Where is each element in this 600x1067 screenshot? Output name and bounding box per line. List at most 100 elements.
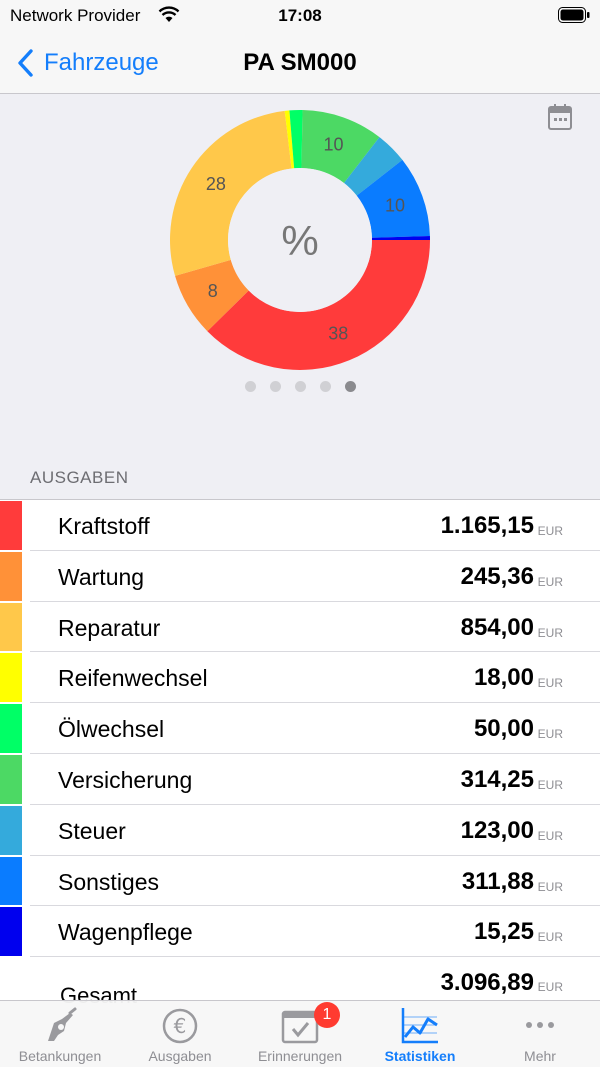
category-label: Wartung xyxy=(58,563,145,590)
currency-unit: EUR xyxy=(537,676,563,691)
row-divider xyxy=(30,854,600,856)
currency-unit: EUR xyxy=(537,727,563,742)
tab-label: Ausgaben xyxy=(148,1048,212,1064)
currency-unit: EUR xyxy=(537,879,563,894)
status-bar: Network Provider 17:08 xyxy=(0,0,600,34)
back-button[interactable]: Fahrzeuge xyxy=(16,46,159,80)
category-amount: 245,36 xyxy=(460,562,534,590)
category-amount: 15,25 xyxy=(473,918,534,946)
slice-label: 28 xyxy=(206,174,226,194)
tab-mehr[interactable]: Mehr xyxy=(480,1001,600,1067)
euro-coin-icon: € xyxy=(162,1008,198,1044)
clock: 17:08 xyxy=(278,6,322,25)
chart-area: 38 8 28 10 10% xyxy=(0,95,600,455)
total-amount: 3.096,89 xyxy=(440,969,534,996)
currency-unit: EUR xyxy=(537,524,563,538)
row-divider xyxy=(30,651,600,653)
page-dot[interactable] xyxy=(294,381,306,392)
tab-bar: Betankungen € Ausgaben 1 Erinnerungen St… xyxy=(0,1000,600,1067)
currency-unit: EUR xyxy=(537,777,563,792)
tab-label: Statistiken xyxy=(384,1048,456,1064)
currency-unit: EUR xyxy=(537,574,563,589)
page-indicator[interactable] xyxy=(0,381,600,392)
category-color-swatch xyxy=(0,653,22,703)
expense-list: Kraftstoff 1.165,15 EUR Wartung 245,36 EUR Rep… xyxy=(0,499,600,958)
section-header: AUSGABEN xyxy=(30,468,129,487)
category-color-swatch xyxy=(0,551,22,601)
page-dot[interactable] xyxy=(344,381,356,392)
slice-label: 10 xyxy=(324,135,344,155)
donut-slice[interactable] xyxy=(175,259,249,332)
tab-betankungen[interactable]: Betankungen xyxy=(0,1001,120,1067)
row-divider xyxy=(30,956,600,958)
donut-slice[interactable] xyxy=(289,110,303,169)
donut-slice[interactable] xyxy=(207,240,430,370)
battery-icon xyxy=(558,7,590,23)
slice-label: 10 xyxy=(385,196,405,216)
expense-donut-chart[interactable]: 38 8 28 10 10% xyxy=(165,105,435,375)
tab-statistiken[interactable]: Statistiken xyxy=(360,1001,480,1067)
total-unit: EUR xyxy=(537,980,563,994)
donut-slice[interactable] xyxy=(301,110,380,184)
row-divider xyxy=(30,905,600,907)
back-button-label: Fahrzeuge xyxy=(44,49,159,76)
donut-slice[interactable] xyxy=(371,235,430,240)
currency-unit: EUR xyxy=(537,625,563,640)
expense-row[interactable]: Wagenpflege 15,25 EUR xyxy=(0,906,600,958)
page-dot[interactable] xyxy=(269,381,281,392)
category-label: Kraftstoff xyxy=(58,513,150,539)
category-amount: 854,00 xyxy=(460,613,534,641)
expense-row[interactable]: Sonstiges 311,88 EUR xyxy=(0,856,600,907)
expense-row[interactable]: Kraftstoff 1.165,15 EUR xyxy=(0,500,600,551)
category-color-swatch xyxy=(0,602,22,652)
svg-text:€: € xyxy=(174,1014,187,1038)
currency-unit: EUR xyxy=(537,930,563,945)
currency-unit: EUR xyxy=(537,828,563,843)
row-divider xyxy=(30,752,600,754)
category-color-swatch xyxy=(0,501,22,550)
category-color-swatch xyxy=(0,704,22,753)
category-label: Wagenpflege xyxy=(58,919,193,946)
category-label: Sonstiges xyxy=(58,868,160,895)
expense-row[interactable]: Reparatur 854,00 EUR xyxy=(0,602,600,653)
donut-slice[interactable] xyxy=(344,137,403,196)
donut-slice[interactable] xyxy=(170,110,292,276)
category-color-swatch xyxy=(0,754,22,804)
wifi-icon xyxy=(158,6,180,22)
tab-label: Erinnerungen xyxy=(257,1048,343,1064)
chevron-left-icon xyxy=(18,49,33,77)
category-label: Ölwechsel xyxy=(58,716,165,743)
expense-row[interactable]: Versicherung 314,25 EUR xyxy=(0,754,600,805)
expense-row[interactable]: Wartung 245,36 EUR xyxy=(0,551,600,602)
category-amount: 18,00 xyxy=(473,664,534,692)
navigation-bar: Fahrzeuge PA SM000 xyxy=(0,34,600,94)
category-label: Reifenwechsel xyxy=(58,665,208,692)
tab-label: Mehr xyxy=(524,1048,556,1064)
row-divider xyxy=(30,549,600,551)
calendar-icon[interactable] xyxy=(547,103,573,131)
expense-row[interactable]: Steuer 123,00 EUR xyxy=(0,805,600,856)
donut-hole xyxy=(228,168,372,312)
category-amount: 314,25 xyxy=(460,765,534,793)
carrier-name: Network Provider xyxy=(10,6,141,25)
expense-row[interactable]: Reifenwechsel 18,00 EUR xyxy=(0,652,600,704)
category-color-swatch xyxy=(0,856,22,906)
notification-badge: 1 xyxy=(314,1002,340,1028)
page-dot[interactable] xyxy=(319,381,331,392)
category-color-swatch xyxy=(0,805,22,855)
category-color-swatch xyxy=(0,907,22,957)
tab-label: Betankungen xyxy=(18,1048,102,1064)
page-dot[interactable] xyxy=(244,381,256,392)
category-label: Steuer xyxy=(58,817,126,844)
category-label: Versicherung xyxy=(58,766,193,793)
tab-ausgaben[interactable]: € Ausgaben xyxy=(120,1001,240,1067)
row-divider xyxy=(30,702,600,704)
tab-erinnerungen[interactable]: 1 Erinnerungen xyxy=(240,1001,360,1067)
row-divider xyxy=(30,600,600,602)
calendar-check-icon xyxy=(281,1010,319,1044)
donut-slice[interactable] xyxy=(356,159,430,238)
donut-slice[interactable] xyxy=(284,110,295,169)
line-chart-icon xyxy=(401,1008,438,1044)
expense-row[interactable]: Ölwechsel 50,00 EUR xyxy=(0,703,600,754)
donut-center-label: % xyxy=(281,217,318,264)
